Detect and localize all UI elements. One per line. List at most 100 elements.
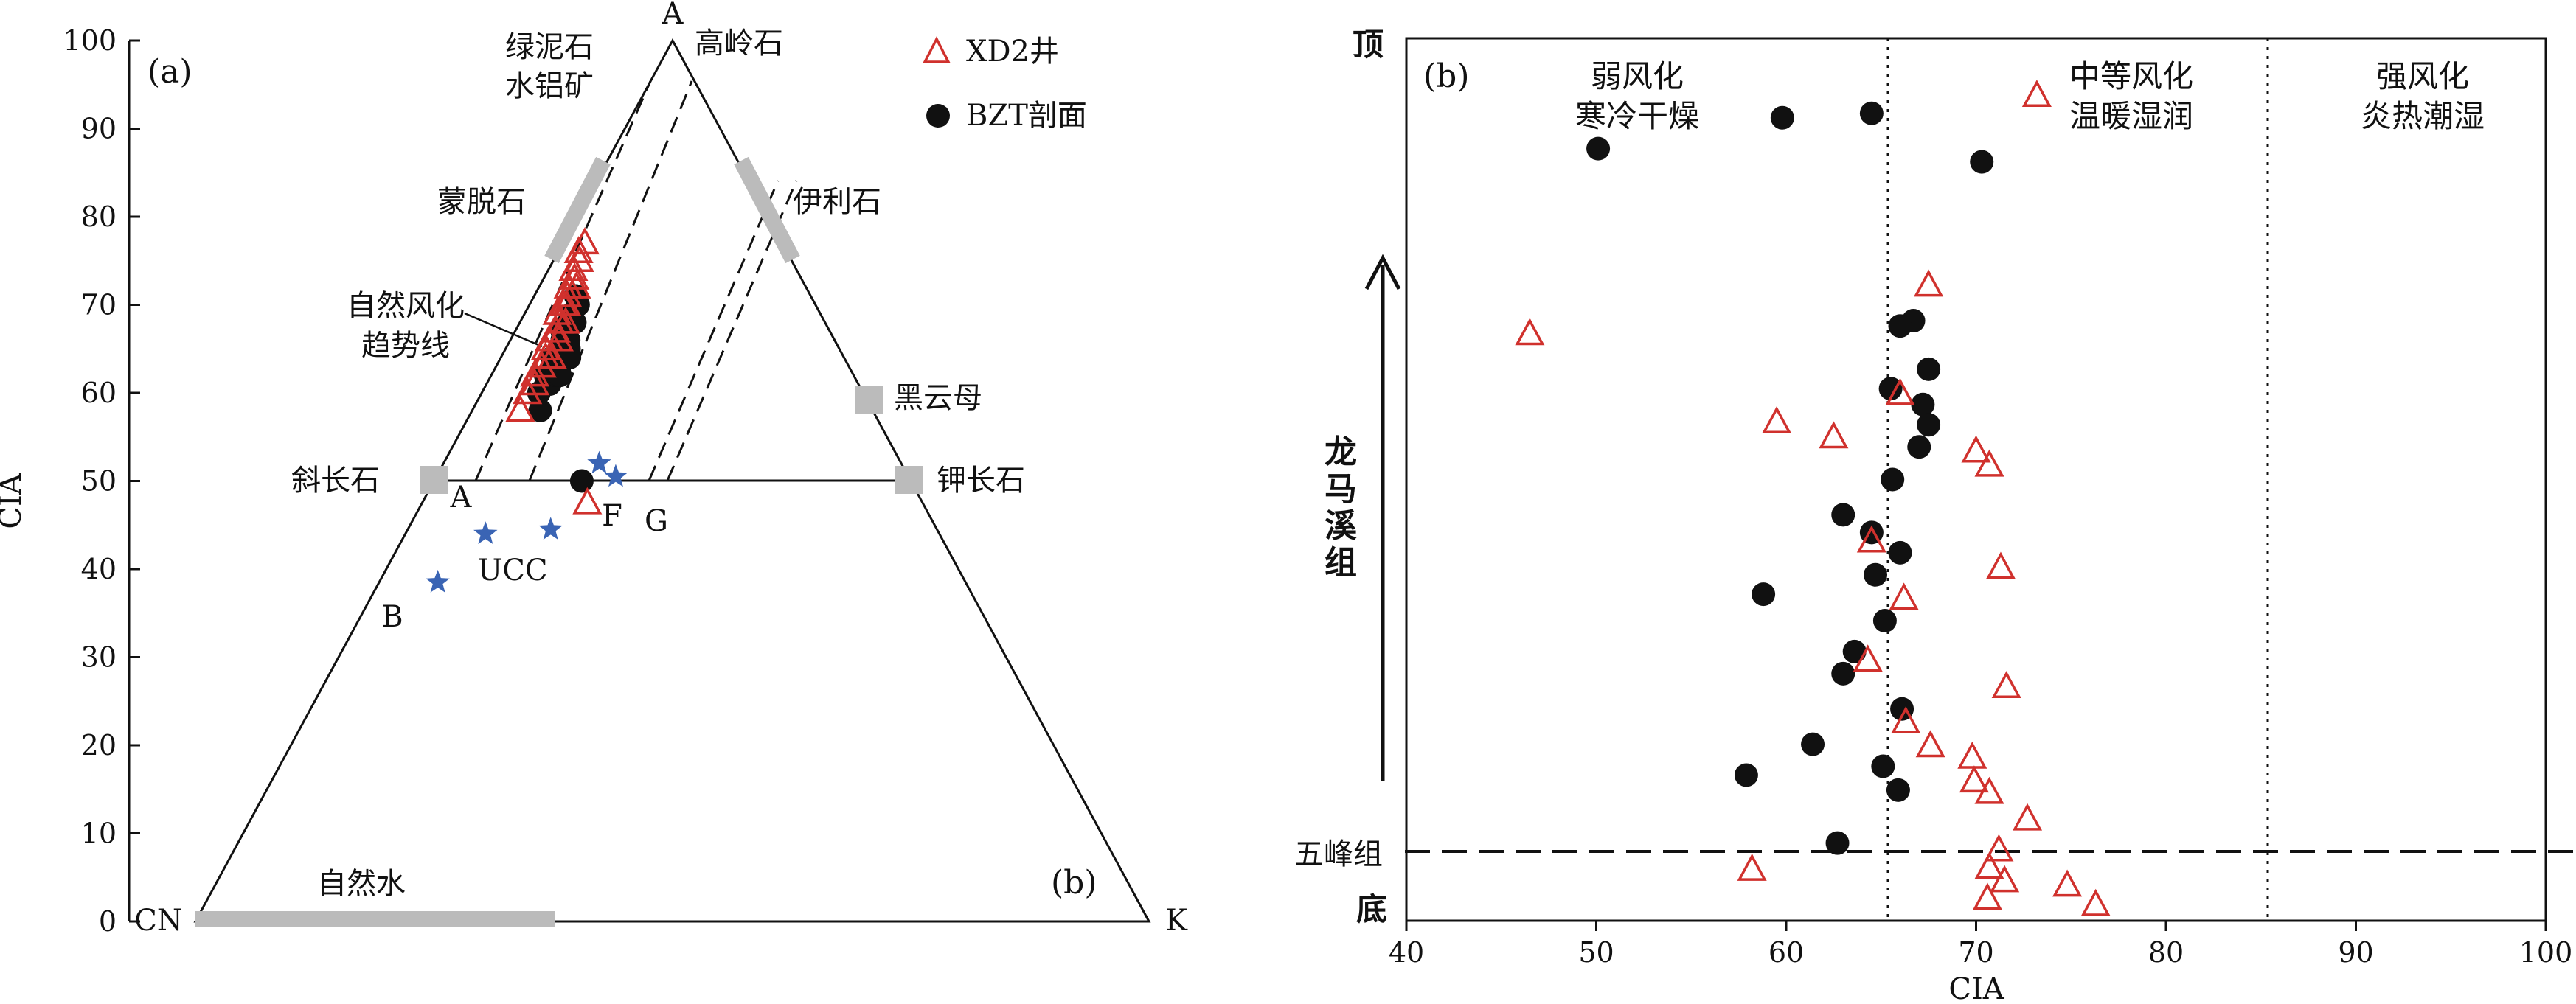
ucc-point <box>587 450 611 474</box>
xd2-point <box>552 288 582 316</box>
point-f-label: F <box>602 499 622 533</box>
biotite-marker <box>855 386 883 414</box>
xd2-point <box>1959 765 1989 793</box>
xd2-point <box>552 279 583 307</box>
natural-water-label: 自然水 <box>317 867 406 901</box>
trend-label-line2: 趋势线 <box>361 329 450 363</box>
bzt-points-b <box>1586 101 1994 855</box>
corner-k-label: K <box>1165 904 1188 938</box>
kfeldspar-label: 钾长石 <box>937 464 1025 498</box>
bzt-point <box>1831 503 1855 527</box>
plagioclase-marker <box>420 466 448 494</box>
xd2-point <box>1974 449 2004 477</box>
point-a-label: A <box>450 481 473 515</box>
xd2-point <box>1762 406 1792 433</box>
xd2-point <box>564 245 594 272</box>
bzt-point <box>1831 661 1855 686</box>
xd2-point <box>1891 706 1921 733</box>
trend-label-line1: 自然风化 <box>347 289 465 323</box>
xd2-point <box>505 394 535 422</box>
ucc-point <box>426 569 450 593</box>
xd2-point <box>1885 377 1915 405</box>
weathering-trend-line-2 <box>528 80 693 481</box>
bzt-point <box>1907 435 1931 459</box>
cia-axis-tick-label: 10 <box>81 818 117 850</box>
ucc-point <box>538 517 563 540</box>
label-longmaxi-3: 溪 <box>1325 507 1358 545</box>
cia-x-tick-label: 80 <box>2148 936 2184 969</box>
bzt-point <box>1917 357 1941 381</box>
weathering-trend-line-1 <box>474 80 652 481</box>
bzt-point <box>1886 778 1910 802</box>
xd2-point <box>560 262 590 290</box>
legend-bzt-label: BZT剖面 <box>966 99 1087 133</box>
xd2-point <box>544 324 574 352</box>
xd2-point <box>2052 869 2083 897</box>
bzt-point <box>1859 101 1884 125</box>
bzt-point <box>1752 582 1776 607</box>
xd2-point <box>1972 882 2002 910</box>
bzt-point <box>1911 392 1935 416</box>
corner-cn-label: CN <box>134 904 183 938</box>
bzt-point <box>1864 562 1888 587</box>
bzt-point <box>1871 754 1895 778</box>
zone-medium-line1: 中等风化 <box>2069 58 2193 94</box>
legend-xd2-marker <box>923 36 951 63</box>
xd2-point <box>1985 551 2016 579</box>
xd2-point <box>1853 644 1883 672</box>
bzt-point <box>1888 540 1912 565</box>
cia-x-axis-ticks: 40 50 60 70 80 90 100 <box>1389 921 2572 969</box>
trend-label-leader <box>464 312 543 348</box>
xd2-point <box>2012 803 2043 831</box>
cia-axis-tick-label: 70 <box>81 289 117 321</box>
bzt-point <box>1917 413 1941 437</box>
ucc-points <box>426 450 628 593</box>
cia-axis-tick-label: 30 <box>81 641 117 674</box>
ucc-point <box>603 464 628 487</box>
label-longmaxi-2: 马 <box>1325 470 1357 508</box>
zone-weak-line2: 寒冷干燥 <box>1575 98 1699 134</box>
kaolinite-label: 高岭石 <box>695 27 783 60</box>
bzt-point <box>1734 763 1758 787</box>
zone-weak-line1: 弱风化 <box>1591 58 1684 94</box>
trend-ucc-line-1 <box>648 180 780 481</box>
bzt-point <box>1586 136 1611 161</box>
gibbsite-label: 水铝矿 <box>505 69 594 103</box>
xd2-point <box>550 306 581 334</box>
bzt-point <box>548 363 572 388</box>
panel-a-corner-b-label: (b) <box>1051 864 1097 902</box>
illite-bar <box>734 156 800 264</box>
kfeldspar-marker <box>895 466 923 494</box>
zone-strong-line2: 炎热潮湿 <box>2361 98 2485 134</box>
bzt-point <box>1888 314 1912 338</box>
xd2-point <box>513 377 543 405</box>
xd2-point <box>1957 741 1987 769</box>
xd2-point <box>520 359 550 387</box>
cia-axis-tick-label: 80 <box>81 201 117 233</box>
chlorite-label: 绿泥石 <box>505 30 594 64</box>
biotite-label: 黑云母 <box>894 381 982 415</box>
bzt-point <box>528 398 552 422</box>
montmorillonite-label: 蒙脱石 <box>437 185 526 219</box>
cia-axis-ticks: 0 10 20 30 40 50 60 70 80 90 100 <box>63 24 140 938</box>
bzt-point <box>569 469 594 493</box>
cia-axis-tick-label: 20 <box>81 729 117 761</box>
xd2-point <box>537 341 567 369</box>
label-top: 顶 <box>1353 27 1384 63</box>
legend: XD2井 BZT剖面 <box>923 35 1087 133</box>
bzt-point <box>1801 732 1825 756</box>
xd2-point <box>1984 834 2014 862</box>
point-b-label: B <box>381 600 403 634</box>
xd2-point <box>2021 80 2052 108</box>
cia-x-axis-label: CIA <box>1948 972 2004 1004</box>
bzt-point <box>1825 831 1850 855</box>
plagioclase-label: 斜长石 <box>291 464 380 498</box>
xd2-point <box>1819 421 1849 449</box>
label-bottom: 底 <box>1356 891 1387 927</box>
legend-xd2-label: XD2井 <box>966 35 1059 69</box>
cia-x-tick-label: 70 <box>1958 936 1993 969</box>
xd2-point <box>1961 435 1991 463</box>
bzt-point <box>1770 105 1794 130</box>
xd2-point <box>1914 269 1944 297</box>
